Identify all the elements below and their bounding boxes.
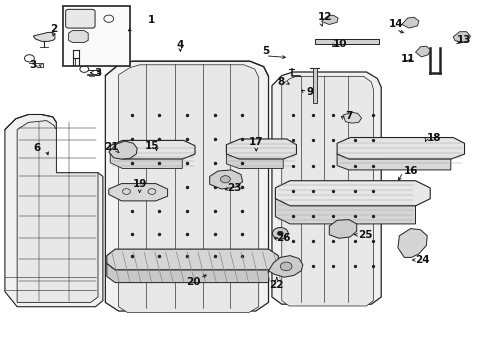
- Text: 3: 3: [30, 60, 37, 70]
- Polygon shape: [282, 76, 373, 306]
- Polygon shape: [402, 17, 419, 28]
- Circle shape: [280, 262, 292, 271]
- Polygon shape: [107, 264, 269, 283]
- Text: 5: 5: [262, 46, 269, 56]
- Text: 17: 17: [249, 137, 264, 147]
- Polygon shape: [110, 154, 182, 168]
- Polygon shape: [33, 32, 55, 41]
- Polygon shape: [105, 61, 269, 311]
- Polygon shape: [329, 220, 357, 238]
- Polygon shape: [416, 46, 430, 57]
- Polygon shape: [5, 114, 103, 307]
- Text: 3: 3: [95, 68, 101, 78]
- Polygon shape: [321, 15, 338, 24]
- Polygon shape: [110, 140, 195, 159]
- FancyBboxPatch shape: [66, 9, 95, 28]
- Polygon shape: [210, 170, 243, 189]
- Polygon shape: [17, 121, 98, 302]
- Text: 8: 8: [278, 77, 285, 87]
- Text: 26: 26: [276, 233, 291, 243]
- Text: 2: 2: [50, 24, 57, 34]
- Polygon shape: [272, 72, 381, 304]
- Text: 15: 15: [145, 141, 159, 151]
- Polygon shape: [226, 139, 296, 159]
- Text: 23: 23: [227, 183, 242, 193]
- Polygon shape: [226, 154, 283, 168]
- Text: 18: 18: [426, 132, 441, 143]
- Text: 13: 13: [457, 35, 472, 45]
- Text: 9: 9: [306, 87, 313, 97]
- Text: 1: 1: [148, 15, 155, 25]
- Polygon shape: [453, 32, 470, 42]
- Text: 7: 7: [345, 111, 353, 121]
- Polygon shape: [337, 154, 451, 170]
- Circle shape: [118, 146, 129, 155]
- Text: 6: 6: [33, 143, 40, 153]
- Bar: [313, 68, 317, 103]
- Bar: [63, 6, 130, 66]
- Text: 11: 11: [400, 54, 415, 64]
- Polygon shape: [69, 31, 88, 42]
- Text: 24: 24: [415, 255, 430, 265]
- Polygon shape: [107, 249, 278, 270]
- Bar: [315, 39, 379, 44]
- Text: 14: 14: [389, 19, 403, 30]
- Polygon shape: [119, 65, 259, 312]
- Text: 21: 21: [104, 142, 119, 152]
- Circle shape: [220, 176, 230, 183]
- Text: 20: 20: [186, 276, 201, 287]
- Polygon shape: [269, 256, 303, 277]
- Text: 16: 16: [403, 166, 418, 176]
- Text: 12: 12: [318, 12, 332, 22]
- Polygon shape: [109, 141, 137, 159]
- Polygon shape: [337, 138, 465, 159]
- Text: 19: 19: [132, 179, 147, 189]
- Text: 10: 10: [333, 39, 348, 49]
- Polygon shape: [109, 184, 168, 201]
- Polygon shape: [275, 181, 430, 206]
- Text: 25: 25: [358, 230, 372, 240]
- Polygon shape: [275, 199, 416, 224]
- Circle shape: [277, 231, 283, 235]
- Polygon shape: [343, 112, 362, 123]
- Text: 4: 4: [176, 40, 184, 50]
- Polygon shape: [398, 229, 427, 257]
- Circle shape: [272, 228, 288, 239]
- Text: 22: 22: [270, 280, 284, 290]
